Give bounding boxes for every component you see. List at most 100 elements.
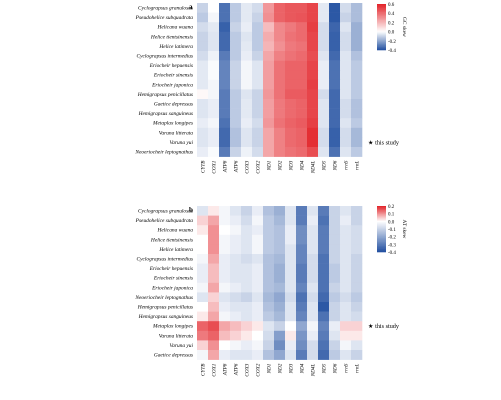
row-label: Eriocheir japonica (151, 285, 193, 291)
heatmap-cell (219, 282, 231, 293)
heatmap-cell (252, 12, 264, 23)
column-label: ND4L (310, 363, 317, 377)
heatmap-cell (230, 330, 242, 341)
heatmap-cell (318, 31, 330, 42)
column-label: ND2 (278, 363, 284, 374)
heatmap-cell (318, 340, 330, 351)
heatmap-cell (241, 350, 253, 360)
heatmap-cell (318, 273, 330, 284)
row-label: Helice tientsinensis (150, 237, 193, 243)
heatmap-cell (263, 79, 275, 90)
heatmap-cell (351, 206, 363, 216)
heatmap-cell (318, 302, 330, 312)
heatmap-cell (263, 254, 275, 264)
heatmap-cell (241, 12, 253, 23)
heatmap-cell (197, 12, 209, 23)
heatmap-cell (241, 147, 253, 157)
legend-gradient-step (377, 25, 386, 28)
heatmap-cell (252, 137, 264, 148)
legend-gradient-step (377, 217, 386, 219)
column-label: ATP8 (223, 363, 229, 376)
heatmap-cell (208, 234, 220, 245)
heatmap-cell (263, 292, 275, 303)
heatmap-cell (307, 254, 319, 264)
heatmap-cell (351, 118, 363, 129)
heatmap-cell (230, 118, 242, 129)
heatmap-cell (263, 263, 275, 274)
heatmap-cell (263, 330, 275, 341)
heatmap-cell (263, 206, 275, 216)
legend-gradient-step (377, 237, 386, 239)
heatmap-cell (340, 89, 352, 100)
heatmap-cell (329, 350, 341, 360)
heatmap-cell (285, 292, 297, 303)
heatmap-cell (208, 244, 220, 255)
annotation-star: ★ this study (368, 323, 400, 330)
heatmap-cell (285, 31, 297, 42)
legend-gradient-step (377, 241, 386, 244)
heatmap-cell (219, 215, 231, 226)
heatmap-cell (230, 234, 242, 245)
heatmap-cell (307, 350, 319, 360)
heatmap-cell (329, 254, 341, 264)
heatmap-cell (263, 147, 275, 157)
heatmap-cell (274, 273, 286, 284)
heatmap-cell (307, 99, 319, 109)
heatmap-cell (252, 350, 264, 360)
heatmap-cell (307, 282, 319, 293)
heatmap-cell (241, 234, 253, 245)
heatmap-cell (263, 89, 275, 100)
legend-gradient-step (377, 231, 386, 233)
heatmap-cell (230, 41, 242, 52)
heatmap-cell (329, 31, 341, 42)
heatmap-cell (307, 206, 319, 216)
row-label: Varuna litterata (159, 130, 194, 136)
heatmap-cell (329, 3, 341, 13)
heatmap-cell (285, 311, 297, 322)
heatmap-cell (307, 108, 319, 119)
legend-gradient-step (377, 23, 386, 25)
heatmap-cell (241, 215, 253, 226)
heatmap-cell (307, 137, 319, 148)
heatmap-cell (340, 225, 352, 236)
heatmap-cell (329, 60, 341, 71)
row-label: Gaetice depressus (154, 102, 193, 108)
heatmap-cell (230, 321, 242, 332)
heatmap-cell (252, 234, 264, 245)
legend-gradient-step (377, 39, 386, 42)
heatmap-cell (329, 302, 341, 312)
heatmap-cell (285, 89, 297, 100)
heatmap-cell (340, 263, 352, 274)
heatmap-cell (318, 350, 330, 360)
legend-gradient-step (377, 37, 386, 39)
heatmap-cell (241, 127, 253, 138)
heatmap-cell (274, 70, 286, 81)
heatmap-cell (307, 225, 319, 236)
heatmap-cell (351, 31, 363, 42)
heatmap-cell (318, 147, 330, 157)
heatmap-cell (208, 70, 220, 81)
heatmap-cell (340, 70, 352, 81)
heatmap-cell (230, 137, 242, 148)
legend-gradient-step (377, 216, 386, 218)
legend-tick: 0.4 (388, 12, 395, 17)
row-label: Pseudohelice subquadrata (135, 218, 194, 224)
heatmap-cell (219, 41, 231, 52)
heatmap-cell (351, 70, 363, 81)
heatmap-cell (197, 215, 209, 226)
heatmap-cell (340, 273, 352, 284)
heatmap-cell (285, 99, 297, 109)
heatmap-cell (340, 244, 352, 255)
heatmap-cell (263, 70, 275, 81)
heatmap-cell (241, 244, 253, 255)
heatmap-cell (263, 321, 275, 332)
column-label: ATP8 (223, 160, 229, 173)
heatmap-cell (351, 350, 363, 360)
heatmap-cell (340, 215, 352, 226)
legend-tick: -0.2 (388, 40, 396, 45)
heatmap-cell (285, 51, 297, 61)
heatmap-cell (219, 79, 231, 90)
legend-gradient-step (377, 245, 386, 247)
heatmap-cell (285, 350, 297, 360)
legend-gradient-step (377, 20, 386, 22)
